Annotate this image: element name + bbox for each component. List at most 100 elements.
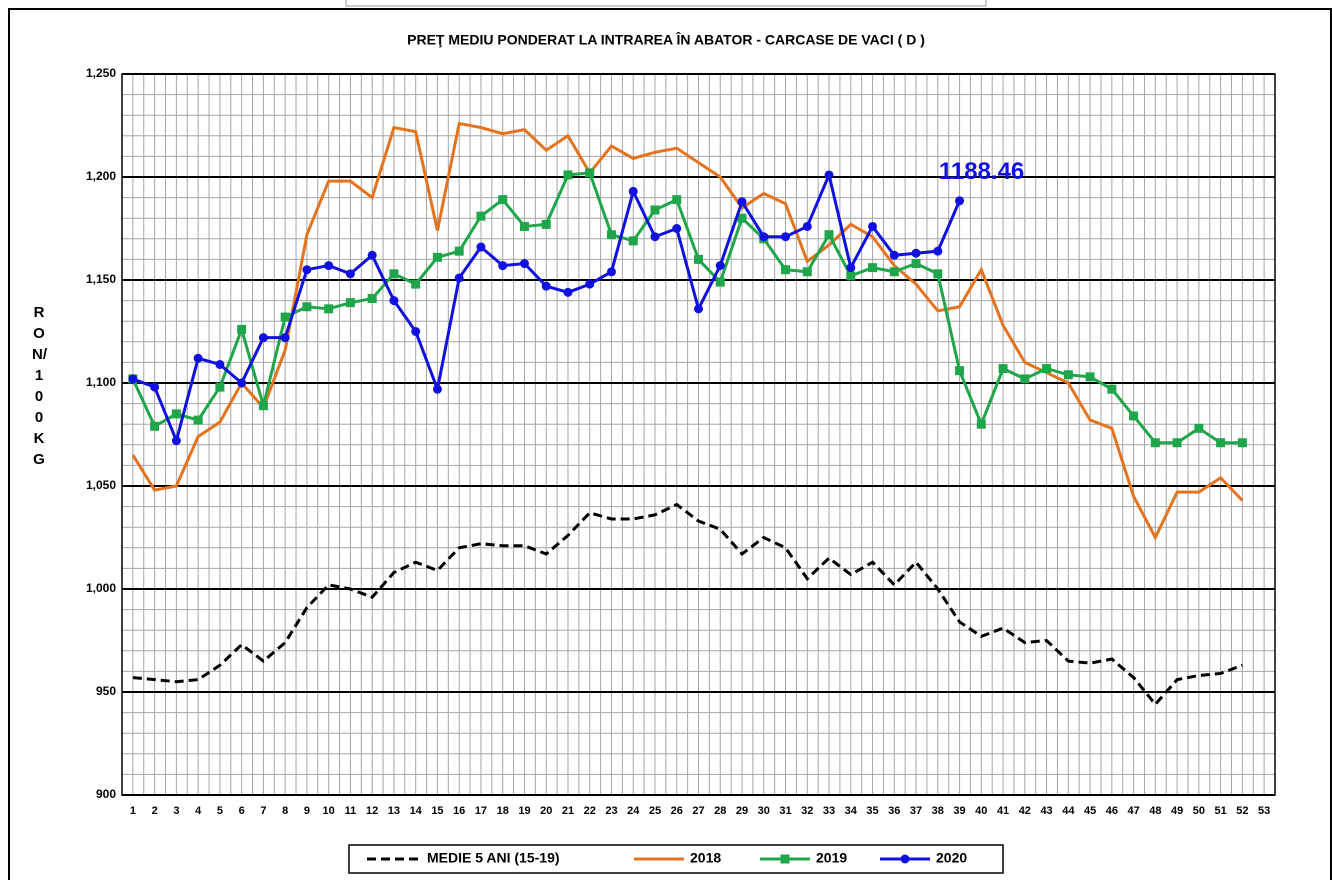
chart-title: PREŢ MEDIU PONDERAT LA INTRAREA ÎN ABATO… xyxy=(407,31,925,48)
point-marker xyxy=(759,232,769,242)
point-marker xyxy=(389,296,399,306)
x-tick-label: 2 xyxy=(152,805,158,817)
point-marker xyxy=(432,384,442,394)
point-marker xyxy=(868,221,878,231)
point-marker xyxy=(302,265,312,275)
x-tick-label: 28 xyxy=(714,805,726,817)
point-marker xyxy=(367,250,377,260)
x-tick-label: 27 xyxy=(692,805,704,817)
point-marker xyxy=(302,302,312,312)
x-tick-label: 1 xyxy=(130,805,136,817)
x-tick-label: 41 xyxy=(997,805,1009,817)
x-tick-label: 11 xyxy=(345,805,357,817)
point-marker xyxy=(955,196,965,206)
point-marker xyxy=(519,259,529,269)
x-tick-label: 35 xyxy=(866,805,878,817)
point-marker xyxy=(933,246,943,256)
x-tick-label: 17 xyxy=(475,805,487,817)
point-marker xyxy=(694,254,703,264)
series-line xyxy=(131,121,1244,541)
y-tick-label: 1,050 xyxy=(86,478,116,492)
point-marker xyxy=(846,271,856,281)
point-marker xyxy=(454,246,464,256)
point-marker xyxy=(606,267,616,277)
x-tick-label: 18 xyxy=(497,805,509,817)
point-marker xyxy=(585,168,595,178)
point-marker xyxy=(563,287,573,297)
point-marker xyxy=(541,219,551,229)
point-marker xyxy=(193,415,203,425)
point-marker xyxy=(628,186,638,196)
y-tick-label: 1,100 xyxy=(86,375,116,389)
point-marker xyxy=(411,279,421,289)
point-marker xyxy=(976,419,986,429)
legend-label: 2018 xyxy=(690,850,721,866)
x-tick-label: 23 xyxy=(605,805,617,817)
point-marker xyxy=(498,261,508,271)
x-tick-label: 16 xyxy=(453,805,465,817)
legend-label: 2019 xyxy=(816,850,847,866)
point-marker xyxy=(715,261,725,271)
x-tick-label: 5 xyxy=(217,805,223,817)
x-tick-label: 39 xyxy=(953,805,965,817)
x-tick-label: 43 xyxy=(1040,805,1052,817)
point-marker xyxy=(1172,438,1182,448)
x-tick-label: 7 xyxy=(260,805,266,817)
x-tick-label: 12 xyxy=(366,805,378,817)
x-tick-label: 46 xyxy=(1106,805,1118,817)
point-marker xyxy=(193,353,203,363)
point-marker xyxy=(1150,438,1160,448)
x-tick-label: 48 xyxy=(1149,805,1161,817)
point-marker xyxy=(1042,364,1052,374)
point-marker xyxy=(454,273,464,283)
point-marker xyxy=(672,195,682,205)
top-box xyxy=(345,0,987,7)
point-marker xyxy=(171,409,181,419)
point-marker xyxy=(650,232,660,242)
y-tick-label: 950 xyxy=(96,684,116,698)
point-marker xyxy=(802,267,812,277)
x-tick-label: 4 xyxy=(195,805,202,817)
x-tick-label: 9 xyxy=(304,805,310,817)
point-marker xyxy=(171,436,181,446)
point-marker xyxy=(128,374,138,384)
x-tick-label: 13 xyxy=(388,805,400,817)
series-line xyxy=(131,171,1243,445)
point-marker xyxy=(280,312,290,322)
point-marker xyxy=(846,263,856,273)
point-marker xyxy=(781,265,791,275)
point-marker xyxy=(911,248,921,258)
point-marker xyxy=(998,364,1008,374)
x-tick-label: 50 xyxy=(1193,805,1205,817)
point-marker xyxy=(215,382,225,392)
point-marker xyxy=(781,232,791,242)
x-tick-label: 25 xyxy=(649,805,661,817)
legend-label: 2020 xyxy=(936,850,967,866)
x-tick-label: 32 xyxy=(801,805,813,817)
point-marker xyxy=(345,269,355,279)
y-tick-label: 1,200 xyxy=(86,169,116,183)
point-marker xyxy=(911,259,921,269)
point-marker xyxy=(1020,374,1030,384)
x-tick-label: 44 xyxy=(1062,805,1075,817)
point-marker xyxy=(802,221,812,231)
point-marker xyxy=(1237,438,1247,448)
point-marker xyxy=(933,269,943,279)
plot-border xyxy=(121,73,1276,796)
y-tick-label: 900 xyxy=(96,787,116,801)
x-tick-label: 29 xyxy=(736,805,748,817)
x-tick-label: 42 xyxy=(1019,805,1031,817)
point-marker xyxy=(628,236,638,246)
point-marker xyxy=(1129,411,1139,421)
point-marker xyxy=(345,298,355,308)
point-marker xyxy=(324,304,334,314)
point-marker xyxy=(150,421,160,431)
point-marker xyxy=(1063,370,1073,380)
x-tick-label: 6 xyxy=(239,805,245,817)
x-tick-label: 24 xyxy=(627,805,640,817)
x-tick-label: 53 xyxy=(1258,805,1270,817)
point-marker xyxy=(889,250,899,260)
point-marker xyxy=(1194,423,1204,433)
x-tick-label: 33 xyxy=(823,805,835,817)
